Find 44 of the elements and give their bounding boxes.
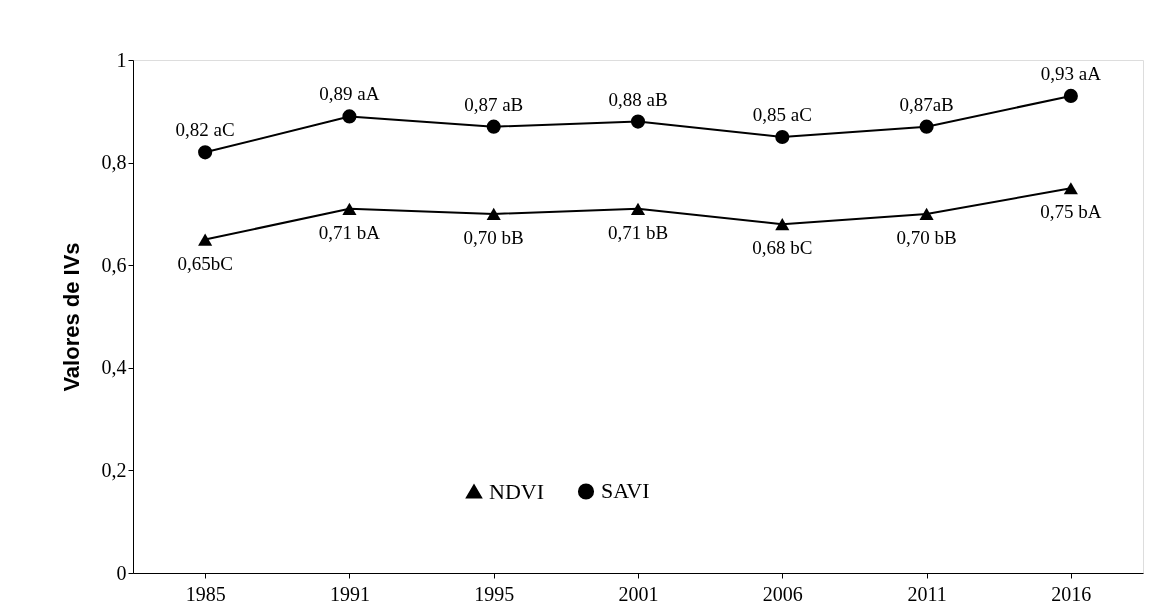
point [342,109,357,124]
data-label: 0,68 bC [752,237,813,259]
point [198,145,213,160]
y-tick-label: 1 [116,48,127,71]
point [1063,88,1078,103]
data-label: 0,89 aA [319,83,380,105]
data-label: 0,93 aA [1040,62,1102,84]
data-label: 0,85 aC [752,103,812,125]
y-tick-label: 0,8 [101,151,127,174]
y-axis-title: Valores de IVs [58,242,84,392]
data-label: 0,82 aC [175,119,235,141]
point [775,218,790,231]
point [486,119,501,134]
point [919,119,934,134]
y-tick-label: 0 [116,561,127,584]
point [630,114,646,129]
y-tick-label: 0,4 [101,356,127,379]
data-label: 0,87aB [899,93,954,115]
x-tick-label: 2016 [1051,582,1092,605]
data-label: 0,70 bB [463,226,524,248]
point [342,202,357,215]
x-tick-label: 1985 [185,582,226,605]
data-label: 0,88 aB [608,88,668,110]
x-tick-label: 2001 [618,582,659,605]
point [486,207,501,221]
x-tick-label: 1995 [474,582,515,605]
x-tick-label: 2006 [762,582,803,605]
point [630,202,646,215]
data-label: 0,70 bB [896,226,957,248]
data-label: 0,71 bA [318,221,381,243]
point [198,233,213,246]
data-label: 0,65bC [177,252,233,274]
y-tick-label: 0,6 [101,253,127,276]
point [775,129,790,145]
point [1063,182,1078,195]
legend-label: NDVI [489,478,544,504]
data-label: 0,71 bB [607,221,669,243]
legend-label: SAVI [601,478,650,504]
data-label: 0,87 aB [464,93,524,115]
x-tick-label: 1991 [329,582,370,605]
point [919,207,934,221]
y-tick-label: 0,2 [101,458,127,481]
x-tick-label: 2011 [907,582,947,605]
data-label: 0,75 bA [1040,201,1102,223]
